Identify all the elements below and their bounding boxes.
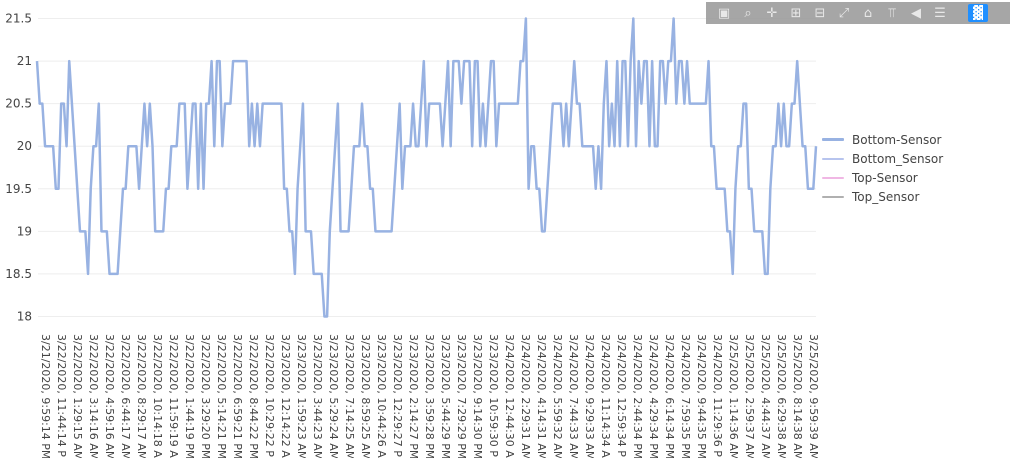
x-tick-label: 3/25/2020, 2:59:37 AM bbox=[743, 334, 756, 458]
x-tick-label: 3/23/2020, 3:44:23 AM bbox=[311, 334, 324, 458]
y-axis-tick-labels: 18 18.5 19 19.5 20 20.5 21 21.5 bbox=[5, 12, 32, 324]
x-tick-label: 3/24/2020, 7:59:35 PM bbox=[679, 334, 692, 458]
series-line-bottom-sensor[interactable] bbox=[35, 17, 818, 318]
x-tick-label: 3/22/2020, 6:44:17 AM bbox=[119, 334, 132, 458]
x-tick-label: 3/22/2020, 11:44:14 PM bbox=[55, 334, 68, 458]
legend-item[interactable]: Top_Sensor bbox=[822, 187, 943, 206]
series-lines bbox=[35, 17, 818, 318]
x-tick-label: 3/22/2020, 5:14:21 PM bbox=[215, 334, 228, 458]
x-tick-label: 3/22/2020, 1:44:19 PM bbox=[183, 334, 196, 458]
y-tick-label: 19 bbox=[17, 224, 32, 238]
hover-closest-icon[interactable]: ◀ bbox=[911, 5, 921, 21]
y-tick-label: 21 bbox=[17, 54, 32, 68]
x-tick-label: 3/24/2020, 11:29:36 PM bbox=[711, 334, 724, 458]
zoom-out-icon[interactable]: ⊟ bbox=[814, 5, 826, 21]
legend-item[interactable]: Bottom_Sensor bbox=[822, 149, 943, 168]
x-tick-label: 3/24/2020, 7:44:33 AM bbox=[567, 334, 580, 458]
x-tick-label: 3/22/2020, 8:29:17 AM bbox=[135, 334, 148, 458]
x-tick-label: 3/24/2020, 12:59:34 PM bbox=[615, 334, 628, 458]
x-tick-label: 3/24/2020, 5:59:32 AM bbox=[551, 334, 564, 458]
plotly-logo-icon[interactable]: ▓ bbox=[968, 4, 988, 22]
x-tick-label: 3/23/2020, 5:29:24 AM bbox=[327, 334, 340, 458]
x-tick-label: 3/24/2020, 2:44:34 PM bbox=[631, 334, 644, 458]
legend-swatch bbox=[822, 195, 844, 198]
x-tick-label: 3/23/2020, 12:14:22 AM bbox=[279, 334, 292, 458]
spike-lines-icon[interactable]: ⫪ bbox=[888, 5, 896, 21]
x-tick-label: 3/24/2020, 12:44:30 AM bbox=[503, 334, 516, 458]
zoom-in-icon[interactable]: ⊞ bbox=[790, 5, 802, 21]
x-tick-label: 3/22/2020, 3:14:16 AM bbox=[87, 334, 100, 458]
x-tick-label: 3/24/2020, 4:14:31 AM bbox=[535, 334, 548, 458]
x-tick-label: 3/23/2020, 8:59:25 AM bbox=[359, 334, 372, 458]
x-tick-label: 3/23/2020, 12:29:27 PM bbox=[391, 334, 404, 458]
modebar-toolbar: ▣ ⌕ ✛ ⊞ ⊟ ⤢ ⌂ ⫪ ◀ ☰ ▓ bbox=[706, 2, 1010, 24]
x-tick-label: 3/22/2020, 10:14:18 AM bbox=[151, 334, 164, 458]
y-tick-label: 21.5 bbox=[5, 12, 32, 26]
x-tick-label: 3/22/2020, 3:29:20 PM bbox=[199, 334, 212, 458]
hover-compare-icon[interactable]: ☰ bbox=[934, 5, 946, 21]
y-tick-label: 20.5 bbox=[5, 97, 32, 111]
x-tick-label: 3/24/2020, 2:29:31 AM bbox=[519, 334, 532, 458]
x-tick-label: 3/23/2020, 1:59:23 AM bbox=[295, 334, 308, 458]
legend-label: Bottom_Sensor bbox=[852, 151, 944, 166]
legend-item[interactable]: Bottom-Sensor bbox=[822, 130, 943, 149]
legend-label: Top_Sensor bbox=[852, 189, 920, 204]
x-tick-label: 3/23/2020, 2:14:27 PM bbox=[407, 334, 420, 458]
x-tick-label: 3/22/2020, 10:29:22 PM bbox=[263, 334, 276, 458]
autoscale-icon[interactable]: ⤢ bbox=[838, 5, 850, 21]
x-tick-label: 3/23/2020, 5:44:29 PM bbox=[439, 334, 452, 458]
x-tick-label: 3/25/2020, 6:29:38 AM bbox=[775, 334, 788, 458]
x-tick-label: 3/25/2020, 8:14:38 AM bbox=[791, 334, 804, 458]
grid-lines bbox=[38, 18, 816, 317]
home-icon[interactable]: ⌂ bbox=[863, 5, 873, 21]
legend-swatch bbox=[822, 157, 844, 160]
x-tick-label: 3/23/2020, 7:14:25 AM bbox=[343, 334, 356, 458]
pan-icon[interactable]: ✛ bbox=[766, 5, 778, 21]
x-tick-label: 3/23/2020, 10:44:26 AM bbox=[375, 334, 388, 458]
x-tick-label: 3/25/2020, 9:59:39 AM bbox=[807, 334, 820, 458]
x-tick-label: 3/22/2020, 11:59:19 AM bbox=[167, 334, 180, 458]
x-tick-label: 3/24/2020, 9:44:35 PM bbox=[695, 334, 708, 458]
x-tick-label: 3/25/2020, 4:44:37 AM bbox=[759, 334, 772, 458]
y-tick-label: 18.5 bbox=[5, 267, 32, 281]
x-tick-label: 3/24/2020, 6:14:34 PM bbox=[663, 334, 676, 458]
x-tick-label: 3/25/2020, 1:14:36 AM bbox=[727, 334, 740, 458]
y-tick-label: 20 bbox=[17, 139, 32, 153]
x-tick-label: 3/22/2020, 8:44:22 PM bbox=[247, 334, 260, 458]
x-tick-label: 3/23/2020, 10:59:30 PM bbox=[487, 334, 500, 458]
zoom-icon[interactable]: ⌕ bbox=[744, 5, 752, 21]
x-tick-label: 3/24/2020, 11:14:34 AM bbox=[599, 334, 612, 458]
legend-label: Bottom-Sensor bbox=[852, 132, 942, 147]
x-tick-label: 3/23/2020, 7:29:29 PM bbox=[455, 334, 468, 458]
legend-swatch bbox=[822, 138, 844, 141]
legend: Bottom-Sensor Bottom_Sensor Top-Sensor Top_… bbox=[822, 130, 943, 206]
y-tick-label: 18 bbox=[17, 309, 32, 323]
x-tick-label: 3/23/2020, 3:59:28 PM bbox=[423, 334, 436, 458]
x-tick-label: 3/22/2020, 1:29:15 AM bbox=[71, 334, 84, 458]
legend-item[interactable]: Top-Sensor bbox=[822, 168, 943, 187]
legend-swatch bbox=[822, 176, 844, 179]
x-axis-tick-labels: 3/21/2020, 9:59:14 PM 3/22/2020, 11:44:14… bbox=[39, 334, 820, 458]
x-tick-label: 3/22/2020, 4:59:16 AM bbox=[103, 334, 116, 458]
x-tick-label: 3/21/2020, 9:59:14 PM bbox=[39, 334, 52, 458]
legend-label: Top-Sensor bbox=[852, 170, 918, 185]
x-tick-label: 3/24/2020, 9:29:33 AM bbox=[583, 334, 596, 458]
x-tick-label: 3/22/2020, 6:59:21 PM bbox=[231, 334, 244, 458]
y-tick-label: 19.5 bbox=[5, 182, 32, 196]
x-tick-label: 3/23/2020, 9:14:30 PM bbox=[471, 334, 484, 458]
x-tick-label: 3/24/2020, 4:29:34 PM bbox=[647, 334, 660, 458]
camera-icon[interactable]: ▣ bbox=[717, 5, 731, 21]
